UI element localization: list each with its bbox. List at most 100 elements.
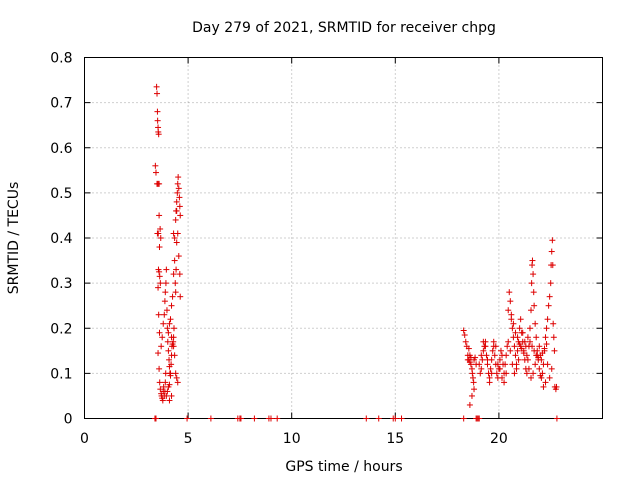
data-point — [175, 174, 182, 181]
data-point — [177, 212, 184, 219]
data-point — [546, 374, 553, 381]
data-point — [496, 365, 503, 372]
data-point — [483, 352, 490, 359]
data-point — [542, 379, 549, 386]
data-point — [478, 365, 485, 372]
data-point — [462, 338, 469, 345]
data-point — [176, 271, 183, 278]
data-point — [174, 230, 181, 237]
data-point — [519, 329, 526, 336]
data-point — [497, 347, 504, 354]
data-point — [172, 280, 179, 287]
data-point — [174, 379, 181, 386]
data-point — [513, 365, 520, 372]
data-point — [470, 379, 477, 386]
data-point — [363, 415, 370, 422]
data-point — [163, 392, 170, 399]
data-point — [492, 343, 499, 350]
data-point — [539, 370, 546, 377]
data-point — [173, 374, 180, 381]
data-point — [511, 370, 518, 377]
data-point — [174, 180, 181, 187]
data-point — [161, 311, 168, 318]
data-point — [154, 90, 161, 97]
data-point — [177, 293, 184, 300]
data-point — [173, 239, 180, 246]
data-point — [468, 392, 475, 399]
data-point — [167, 316, 174, 323]
data-point — [152, 415, 159, 422]
data-point — [168, 392, 175, 399]
data-point — [167, 370, 174, 377]
data-point — [154, 108, 161, 115]
data-point — [164, 325, 171, 332]
data-point — [162, 280, 169, 287]
data-point — [464, 356, 471, 363]
data-point — [470, 374, 476, 381]
grid — [84, 57, 603, 419]
data-point — [504, 343, 511, 350]
data-point — [530, 271, 537, 278]
data-point — [169, 293, 176, 300]
data-point — [375, 415, 382, 422]
data-point — [162, 289, 169, 296]
data-point — [520, 350, 527, 357]
data-point — [398, 415, 405, 422]
data-point — [543, 325, 550, 332]
data-point — [156, 379, 163, 386]
data-point — [176, 194, 183, 201]
data-point — [153, 83, 160, 90]
data-point — [170, 271, 177, 278]
data-point — [156, 365, 163, 372]
data-point — [166, 397, 173, 404]
data-point — [155, 350, 162, 357]
data-point — [530, 289, 537, 296]
data-point — [480, 338, 487, 345]
data-point — [172, 216, 179, 223]
data-point — [155, 284, 162, 291]
data-point — [553, 415, 560, 422]
data-point — [166, 320, 173, 327]
data-point — [471, 386, 478, 393]
data-point — [476, 415, 483, 422]
data-point — [469, 370, 476, 377]
data-point — [171, 325, 178, 332]
data-point — [488, 370, 495, 377]
data-point — [156, 273, 163, 280]
data-point — [549, 237, 556, 244]
data-point — [172, 370, 179, 377]
chart-title: Day 279 of 2021, SRMTID for receiver chp… — [192, 20, 496, 36]
data-point — [543, 341, 550, 348]
data-point — [550, 334, 557, 341]
data-point — [163, 266, 170, 273]
data-point — [156, 212, 163, 219]
data-point — [173, 266, 180, 273]
data-point — [516, 325, 523, 332]
data-point — [548, 365, 555, 372]
data-point — [538, 356, 545, 363]
data-point — [532, 320, 539, 327]
data-point — [511, 343, 518, 350]
data-point — [160, 320, 167, 327]
data-point — [460, 327, 467, 334]
data-point — [523, 352, 530, 359]
data-point — [533, 334, 540, 341]
data-point — [158, 343, 165, 350]
data-point — [494, 361, 501, 368]
data-point — [157, 280, 164, 287]
data-point — [508, 311, 515, 318]
data-point — [526, 338, 533, 345]
data-point — [501, 379, 508, 386]
data-point — [168, 361, 175, 368]
data-point — [466, 401, 473, 408]
data-point — [502, 361, 509, 368]
data-point — [237, 415, 244, 422]
x-tick-label: 10 — [283, 431, 301, 447]
data-point — [493, 370, 500, 377]
data-point — [461, 332, 468, 339]
data-point — [477, 370, 484, 377]
data-point — [509, 325, 516, 332]
data-point — [509, 361, 516, 368]
y-axis-title: SRMTID / TECUs — [6, 182, 22, 295]
data-point — [529, 257, 536, 264]
